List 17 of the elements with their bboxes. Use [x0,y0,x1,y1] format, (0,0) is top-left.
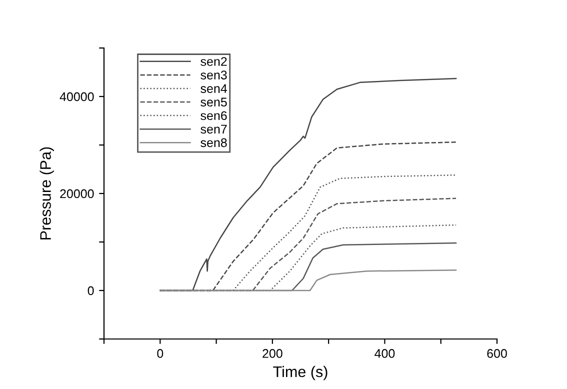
line-series [160,270,457,292]
legend-label: sen6 [200,111,227,120]
x-tick-label: 400 [374,349,395,358]
y-tick-label: 20000 [60,189,94,198]
y-tick-label: 0 [88,286,94,296]
legend-label: sen3 [200,70,227,80]
x-axis-title: Time (s) [273,366,328,380]
x-tick-label: 0 [157,349,164,358]
legend-label: sen7 [200,124,227,134]
y-tick-label: 40000 [60,92,94,102]
legend-label: sen5 [200,98,227,107]
legend-label: sen8 [200,138,227,148]
legend-label: sen4 [200,84,227,93]
x-tick-label: 200 [262,349,282,358]
x-tick-label: 600 [487,349,507,358]
y-axis-title: Pressure (Pa) [40,147,54,240]
legend-label: sen2 [200,57,227,66]
